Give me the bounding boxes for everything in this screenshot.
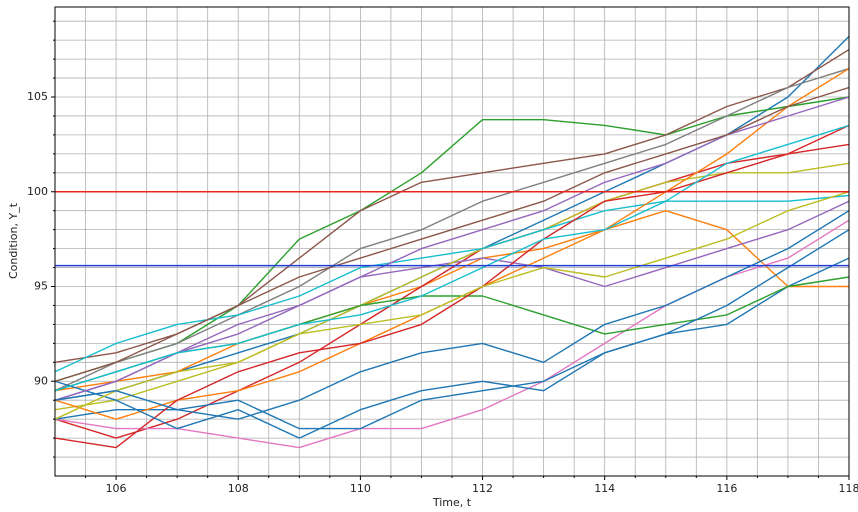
y-axis-label: Condition, Y_t xyxy=(7,202,20,279)
series-line xyxy=(55,229,849,439)
y-tick-label: 105 xyxy=(27,90,48,103)
series-line xyxy=(55,86,849,382)
series-line xyxy=(55,143,849,439)
x-tick-label: 110 xyxy=(350,482,371,495)
y-tick-label: 90 xyxy=(34,374,48,387)
x-tick-label: 112 xyxy=(472,482,493,495)
ticks: 106 108 110 112 114 116 118 90 95 100 105 xyxy=(27,20,858,495)
series-line xyxy=(55,191,849,420)
grid xyxy=(55,7,850,476)
series-line xyxy=(55,162,849,411)
series-line xyxy=(55,210,849,392)
series-line xyxy=(55,96,849,382)
plot-area xyxy=(55,35,849,449)
x-axis-label: Time, t xyxy=(432,496,472,509)
x-tick-label: 114 xyxy=(594,482,615,495)
x-tick-label: 116 xyxy=(716,482,737,495)
series-line xyxy=(55,124,849,449)
series-line xyxy=(55,257,849,430)
series-line xyxy=(55,96,849,401)
y-tick-label: 100 xyxy=(27,185,48,198)
series-line xyxy=(55,210,849,420)
series-line xyxy=(55,194,849,373)
x-tick-label: 118 xyxy=(839,482,858,495)
x-tick-label: 108 xyxy=(228,482,249,495)
x-tick-label: 106 xyxy=(106,482,127,495)
y-tick-label: 95 xyxy=(34,280,48,293)
series-line xyxy=(55,67,849,392)
series-line xyxy=(55,124,849,392)
